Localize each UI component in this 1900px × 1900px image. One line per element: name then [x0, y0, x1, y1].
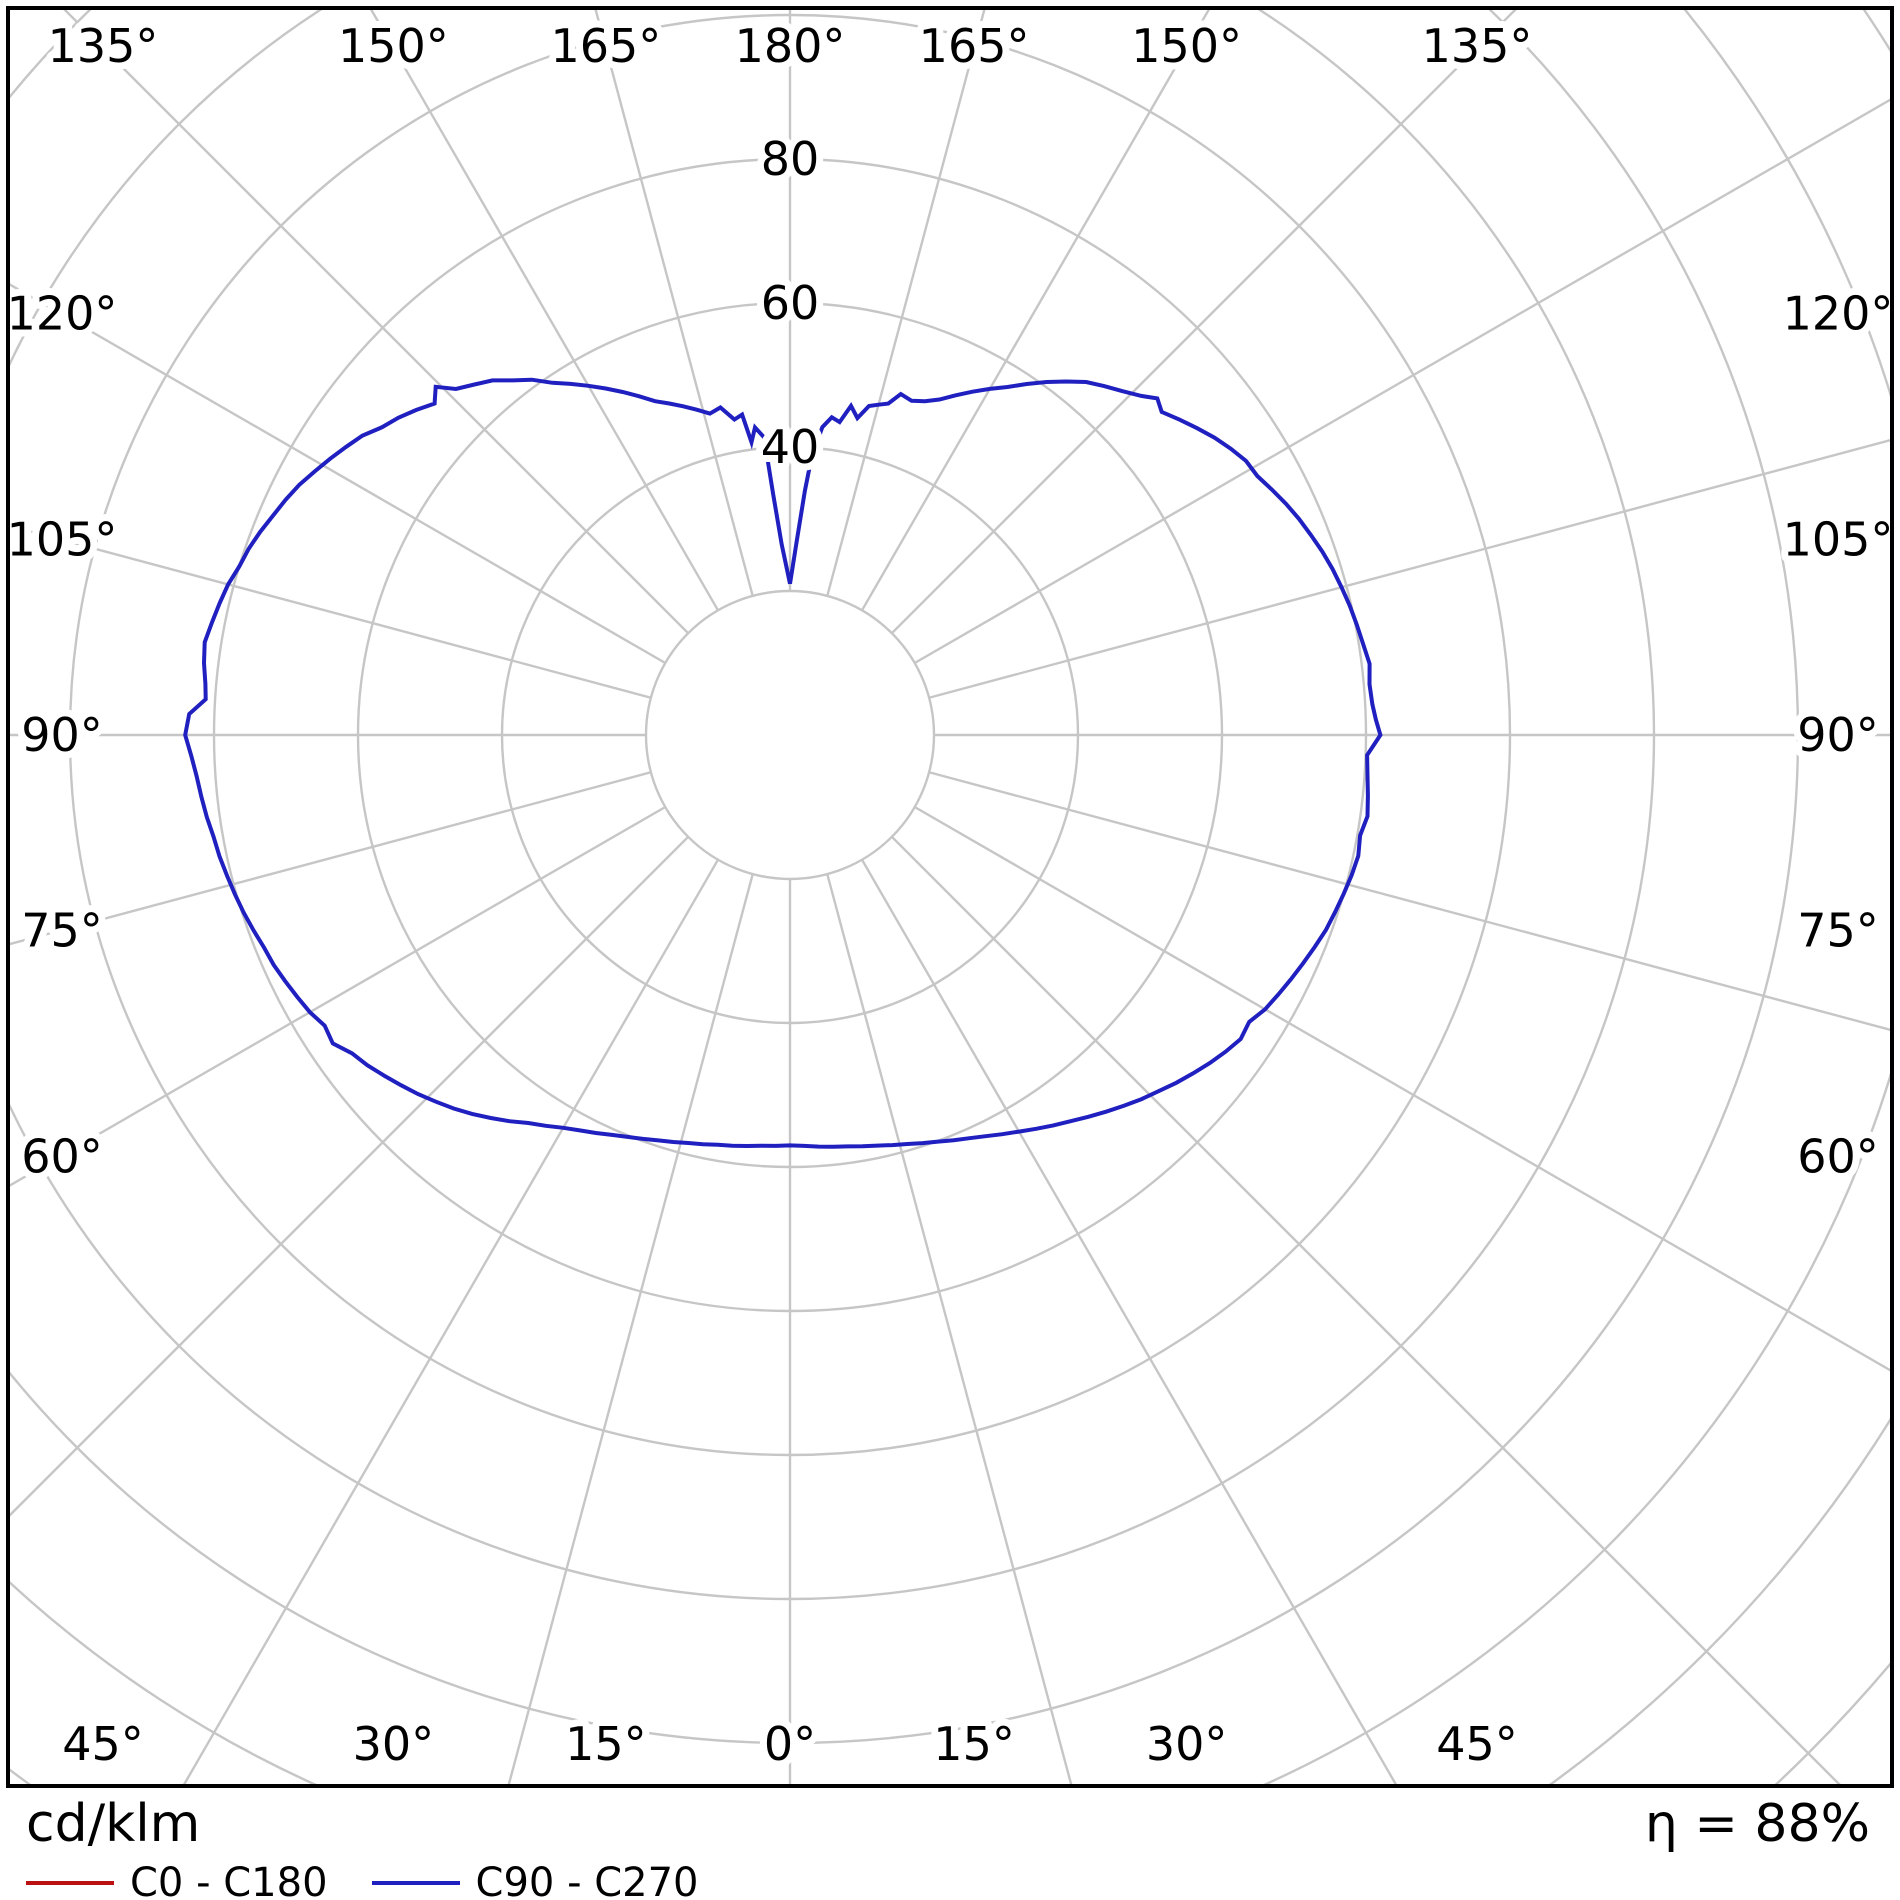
angle-label: 165° — [551, 19, 662, 73]
angle-label: 180° — [735, 19, 846, 73]
ring-value-label: 60 — [761, 276, 820, 330]
angle-label: 150° — [338, 19, 449, 73]
angle-label: 60° — [1797, 1129, 1879, 1183]
angle-label: 120° — [7, 287, 118, 341]
legend-item-c0-c180: C0 - C180 — [26, 1860, 328, 1900]
legend: C0 - C180 C90 - C270 — [26, 1860, 1870, 1900]
angle-label: 75° — [21, 904, 103, 958]
angle-labels: 0° 15° 15° 30° 30° 45° 45° 60° 60° 75° 75° 90° 90° 10… — [0, 12, 1900, 1778]
ring-value-labels: 40 60 80 — [754, 125, 827, 481]
angle-label: 105° — [1783, 512, 1894, 566]
angle-label: 60° — [21, 1129, 103, 1183]
angle-label: 120° — [1783, 287, 1894, 341]
angle-label: 135° — [48, 19, 159, 73]
chart-footer: cd/klm η = 88% C0 - C180 C90 - C270 — [26, 1794, 1870, 1900]
ring-value-label: 40 — [761, 420, 820, 474]
legend-item-c90-c270: C90 - C270 — [371, 1860, 699, 1900]
legend-label-c90-c270: C90 - C270 — [475, 1860, 699, 1900]
angle-label: 75° — [1797, 904, 1879, 958]
chart-frame-border — [6, 6, 1894, 1788]
angle-label: 135° — [1422, 19, 1533, 73]
unit-label: cd/klm — [26, 1794, 201, 1854]
angle-label: 90° — [1797, 708, 1879, 762]
ring-value-label: 80 — [761, 132, 820, 186]
angle-label: 30° — [1146, 1717, 1228, 1771]
legend-label-c0-c180: C0 - C180 — [130, 1860, 328, 1900]
angle-label: 30° — [353, 1717, 435, 1771]
footer-row: cd/klm η = 88% — [26, 1794, 1870, 1854]
angle-label: 0° — [764, 1717, 816, 1771]
angle-label: 45° — [62, 1717, 144, 1771]
angle-label: 90° — [21, 708, 103, 762]
curve-c90-c270 — [183, 377, 1383, 1149]
angle-label: 15° — [565, 1717, 647, 1771]
legend-line-red — [26, 1881, 114, 1885]
angle-label: 150° — [1131, 19, 1242, 73]
efficiency-label: η = 88% — [1644, 1794, 1870, 1854]
angle-label: 45° — [1436, 1717, 1518, 1771]
angle-label: 165° — [919, 19, 1030, 73]
angle-label: 105° — [7, 512, 118, 566]
legend-line-blue — [371, 1881, 460, 1885]
angle-label: 15° — [933, 1717, 1015, 1771]
